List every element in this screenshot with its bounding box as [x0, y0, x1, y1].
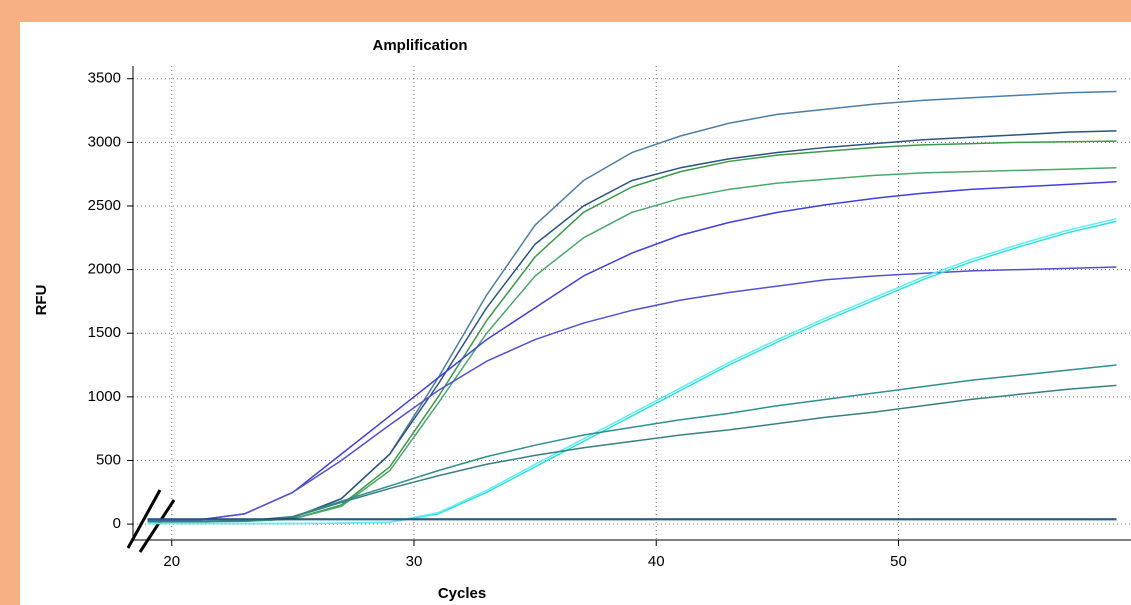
chart-panel [20, 22, 1131, 605]
y-tick-label: 2500 [88, 197, 121, 214]
amplification-curve [147, 384, 1117, 523]
y-axis-label: RFU [33, 285, 50, 316]
amplification-curve [147, 364, 1117, 523]
amplification-curve [147, 181, 1117, 522]
x-tick-label: 30 [406, 553, 423, 570]
y-tick-label: 2000 [88, 261, 121, 278]
axis-break [126, 489, 162, 549]
amplification-curve [147, 217, 1117, 525]
amplification-curve [147, 90, 1117, 523]
y-tick-label: 500 [96, 451, 121, 468]
axis-break [138, 499, 176, 553]
x-tick-label: 40 [648, 553, 665, 570]
x-axis-label: Cycles [438, 585, 486, 602]
chart-title: Amplification [372, 37, 467, 54]
y-tick-label: 1500 [88, 324, 121, 341]
y-tick-label: 1000 [88, 388, 121, 405]
x-tick-label: 50 [890, 553, 907, 570]
plot-lines [147, 90, 1117, 525]
y-tick-label: 3000 [88, 133, 121, 150]
amplification-curve [147, 220, 1117, 525]
amplification-curve [147, 140, 1117, 523]
amplification-curve [147, 167, 1117, 523]
y-tick-label: 0 [113, 515, 121, 532]
amplification-curve [147, 266, 1117, 522]
y-tick-label: 3500 [88, 70, 121, 87]
x-tick-label: 20 [163, 553, 180, 570]
